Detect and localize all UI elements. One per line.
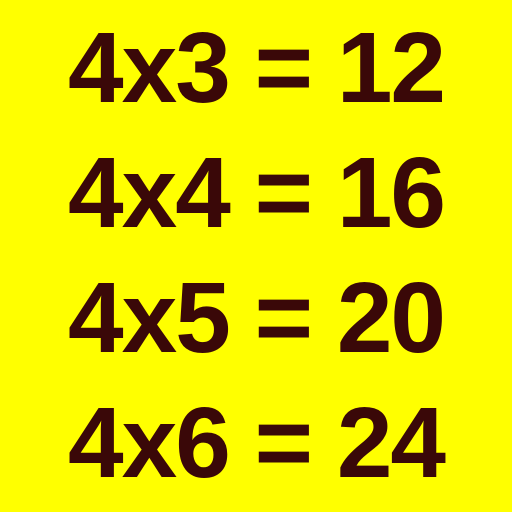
product: 24	[337, 387, 444, 499]
multiplier: 6	[175, 387, 229, 499]
equation-row-3: 4x5 = 20	[68, 256, 444, 381]
multiplier: 4	[175, 137, 229, 249]
equals-sign: =	[255, 387, 311, 499]
multiplicand: 4	[68, 262, 122, 374]
product: 16	[337, 137, 444, 249]
operator: x	[122, 137, 176, 249]
equals-sign: =	[255, 137, 311, 249]
multiplier: 5	[175, 262, 229, 374]
equals-sign: =	[255, 12, 311, 124]
equals-sign: =	[255, 262, 311, 374]
multiplicand: 4	[68, 12, 122, 124]
equation-row-2: 4x4 = 16	[68, 131, 444, 256]
operator: x	[122, 262, 176, 374]
multiplicand: 4	[68, 387, 122, 499]
product: 20	[337, 262, 444, 374]
multiplier: 3	[175, 12, 229, 124]
operator: x	[122, 12, 176, 124]
equation-row-1: 4x3 = 12	[68, 6, 444, 131]
operator: x	[122, 387, 176, 499]
product: 12	[337, 12, 444, 124]
multiplicand: 4	[68, 137, 122, 249]
equation-row-4: 4x6 = 24	[68, 381, 444, 506]
